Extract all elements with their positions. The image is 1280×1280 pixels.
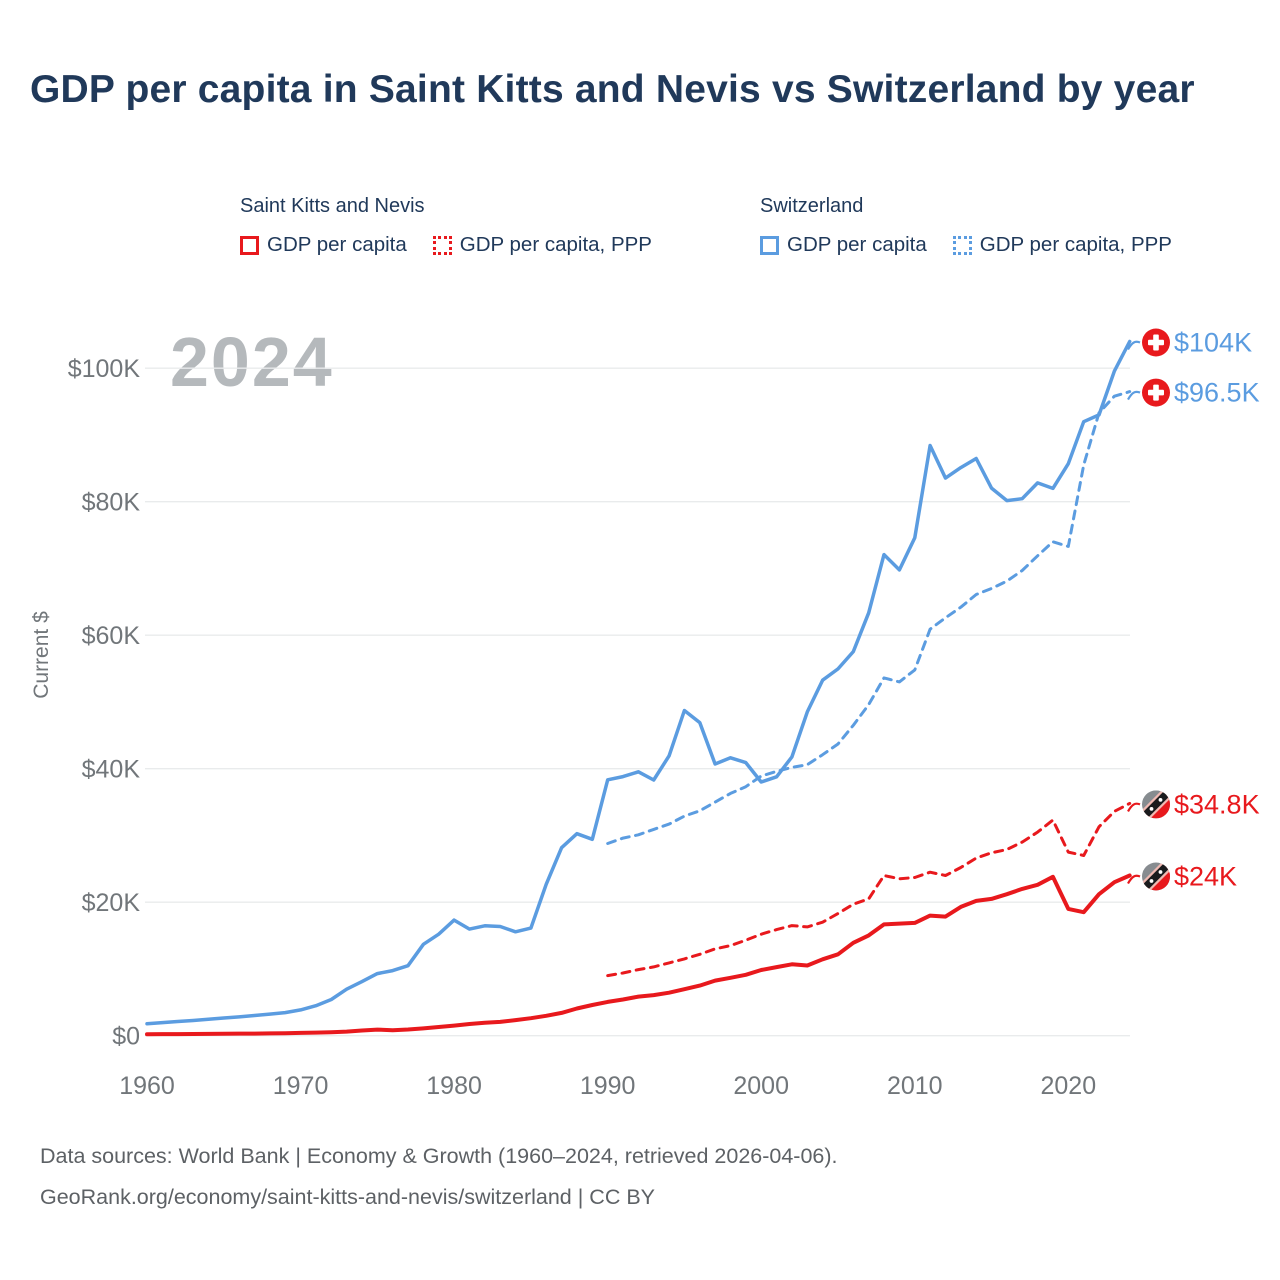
legend-item-label: GDP per capita: [267, 233, 407, 256]
end-value-label: $24K: [1174, 862, 1237, 892]
legend-item-label: GDP per capita: [787, 233, 927, 256]
legend-swatch-blue-dotted: [952, 235, 972, 255]
legend-item-label: GDP per capita, PPP: [459, 233, 652, 256]
x-tick-label: 1970: [273, 1072, 329, 1100]
leader-line: [1127, 340, 1141, 351]
y-tick-label: $20K: [82, 889, 141, 917]
legend-country-label: Saint Kitts and Nevis: [240, 195, 425, 217]
series-line-3: [145, 873, 1132, 1037]
leader-line: [1127, 390, 1141, 401]
legend-group-saint-kitts-and-nevis: Saint Kitts and Nevis GDP per capita GDP…: [240, 195, 652, 257]
end-value-label: $34.8K: [1174, 789, 1260, 819]
swiss-cross-icon: [1153, 384, 1159, 401]
end-value-label: $104K: [1174, 328, 1252, 358]
series-line-0: [145, 339, 1132, 1026]
flag-icon-saint-kitts-and-nevis: [1142, 862, 1170, 891]
footer-attribution-link: GeoRank.org/economy/saint-kitts-and-nevi…: [40, 1185, 655, 1209]
legend-item-skn-gdp: GDP per capita: [240, 233, 407, 257]
swiss-cross-icon: [1153, 334, 1159, 351]
legend-item-che-gdp-ppp: GDP per capita, PPP: [952, 233, 1172, 257]
legend-country-label: Switzerland: [760, 195, 864, 217]
legend-swatch-red-dotted: [432, 235, 452, 255]
series-line-2: [606, 801, 1132, 978]
flag-icon-saint-kitts-and-nevis: [1142, 790, 1170, 819]
legend-group-switzerland: Switzerland GDP per capita GDP per capit…: [760, 195, 1172, 257]
end-value-label: $96.5K: [1174, 378, 1260, 408]
x-tick-label: 2010: [887, 1072, 943, 1100]
x-tick-label: 1990: [580, 1072, 636, 1100]
legend-item-label: GDP per capita, PPP: [979, 233, 1172, 256]
x-tick-label: 2000: [733, 1072, 789, 1100]
legend-item-che-gdp: GDP per capita: [760, 233, 927, 257]
year-watermark: 2024: [170, 323, 334, 401]
legend-item-skn-gdp-ppp: GDP per capita, PPP: [432, 233, 652, 257]
x-tick-label: 1980: [426, 1072, 482, 1100]
y-tick-label: $60K: [82, 622, 141, 650]
footer-data-sources: Data sources: World Bank | Economy & Gro…: [40, 1144, 838, 1168]
y-tick-label: $100K: [68, 355, 141, 383]
y-tick-label: $80K: [82, 489, 141, 517]
leader-line: [1127, 874, 1141, 885]
x-tick-label: 2020: [1040, 1072, 1096, 1100]
y-tick-label: $40K: [82, 756, 141, 784]
x-tick-label: 1960: [119, 1072, 175, 1100]
page-title: GDP per capita in Saint Kitts and Nevis …: [30, 68, 1195, 111]
leader-line: [1127, 802, 1141, 812]
y-tick-label: $0: [112, 1023, 140, 1051]
legend-swatch-red-solid: [240, 235, 259, 255]
legend-swatch-blue-solid: [760, 235, 779, 255]
footer: Data sources: World Bank | Economy & Gro…: [40, 1136, 838, 1218]
series-line-1: [606, 390, 1132, 845]
y-axis-title: Current $: [30, 611, 53, 699]
